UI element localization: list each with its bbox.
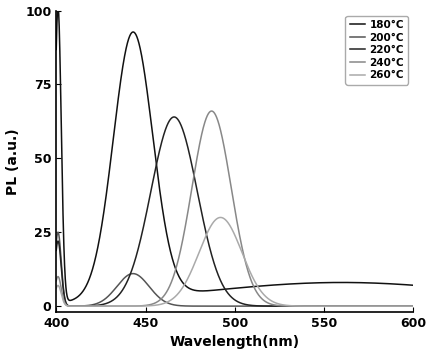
- 240°C: [54, 279, 59, 283]
- 220°C: [404, 304, 409, 308]
- 260°C: [365, 304, 371, 308]
- 260°C: [191, 265, 196, 269]
- 180°C: [55, 5, 60, 9]
- 240°C: [115, 304, 121, 308]
- 240°C: [404, 304, 409, 308]
- 220°C: [411, 304, 416, 308]
- 200°C: [116, 283, 121, 287]
- 180°C: [116, 95, 121, 100]
- 260°C: [94, 304, 99, 308]
- Y-axis label: PL (a.u.): PL (a.u.): [6, 128, 19, 195]
- 180°C: [404, 283, 409, 287]
- 220°C: [365, 304, 371, 308]
- 240°C: [191, 178, 196, 182]
- 200°C: [411, 304, 416, 308]
- 200°C: [55, 230, 60, 234]
- 240°C: [94, 304, 99, 308]
- 220°C: [172, 115, 177, 119]
- Legend: 180°C, 200°C, 220°C, 240°C, 260°C: 180°C, 200°C, 220°C, 240°C, 260°C: [346, 16, 408, 84]
- 220°C: [94, 303, 99, 307]
- X-axis label: Wavelength(nm): Wavelength(nm): [170, 335, 300, 349]
- 200°C: [191, 304, 196, 308]
- 240°C: [206, 111, 211, 115]
- 200°C: [206, 304, 211, 308]
- 180°C: [365, 281, 371, 285]
- 220°C: [191, 170, 196, 174]
- 180°C: [206, 289, 212, 293]
- 200°C: [54, 241, 59, 245]
- 260°C: [115, 304, 121, 308]
- 220°C: [54, 248, 59, 252]
- 180°C: [411, 283, 416, 288]
- Line: 180°C: 180°C: [56, 7, 413, 300]
- 260°C: [411, 304, 416, 308]
- 220°C: [115, 294, 121, 298]
- 220°C: [206, 242, 211, 246]
- 200°C: [404, 304, 409, 308]
- 180°C: [191, 288, 196, 292]
- 240°C: [209, 109, 214, 113]
- 260°C: [54, 286, 59, 290]
- 200°C: [365, 304, 371, 308]
- 260°C: [404, 304, 409, 308]
- Line: 260°C: 260°C: [56, 218, 413, 306]
- 180°C: [54, 47, 59, 51]
- Line: 220°C: 220°C: [56, 117, 413, 306]
- 260°C: [218, 215, 223, 220]
- 180°C: [67, 298, 73, 302]
- 200°C: [95, 301, 100, 306]
- 240°C: [411, 304, 416, 308]
- 240°C: [365, 304, 371, 308]
- Line: 240°C: 240°C: [56, 111, 413, 306]
- 180°C: [95, 248, 100, 252]
- 260°C: [206, 228, 211, 232]
- Line: 200°C: 200°C: [56, 232, 413, 306]
